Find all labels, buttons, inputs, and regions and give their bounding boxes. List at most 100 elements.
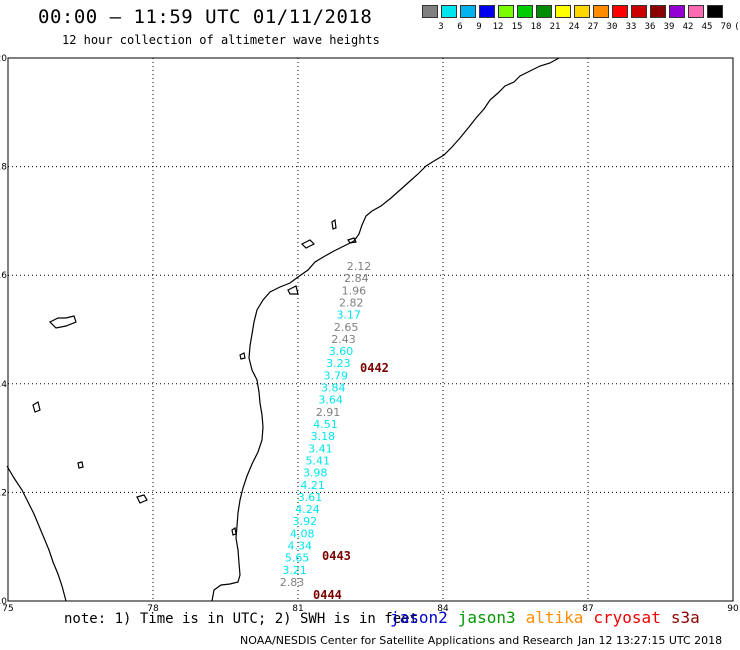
coastline [6, 57, 560, 602]
legend-swatch [650, 5, 666, 18]
wave-height-value: 5.65 [285, 552, 310, 565]
map-subtitle: 12 hour collection of altimeter wave hei… [62, 33, 380, 47]
legend-swatch [498, 5, 514, 18]
legend-label: 21 [549, 22, 561, 32]
wave-height-value: 2.91 [316, 406, 341, 419]
lat-tick-label: 14 [0, 380, 7, 390]
wave-height-value: 3.84 [321, 382, 346, 395]
wave-height-value: 3.21 [282, 564, 307, 577]
satellite-label-jason3: jason3 [457, 608, 516, 627]
wave-height-value: 2.43 [331, 333, 356, 346]
island-small-8 [231, 526, 237, 536]
legend-label: (ft) [734, 22, 740, 32]
legend-label: 3 [438, 22, 444, 32]
island-small-1 [300, 239, 316, 249]
wave-height-value: 3.79 [324, 369, 349, 382]
legend-swatch [441, 5, 457, 18]
wave-height-value: 3.18 [311, 430, 336, 443]
legend-label: 15 [511, 22, 523, 32]
wave-height-value: 3.23 [326, 357, 351, 370]
lon-tick-label: 87 [582, 604, 593, 614]
legend-label: 12 [492, 22, 504, 32]
island-small-5 [287, 285, 299, 295]
legend-swatch [593, 5, 609, 18]
satellite-label-altika: altika [525, 608, 584, 627]
lat-lon-grid [7, 57, 734, 602]
wave-height-value: 1.96 [342, 284, 367, 297]
legend-swatch [460, 5, 476, 18]
axis-tick-labels: 75 78 81 84 87 90 20 18 16 14 12 10 [0, 54, 739, 614]
island-small-6 [331, 218, 337, 230]
legend-swatch [669, 5, 685, 18]
lon-tick-label: 75 [2, 604, 13, 614]
legend-label: 18 [530, 22, 542, 32]
satellite-label-jason2: jason2 [390, 608, 448, 627]
wave-height-value: 2.83 [280, 576, 305, 589]
wave-height-value: 2.12 [347, 260, 372, 273]
lat-tick-label: 16 [0, 271, 7, 281]
legend-swatch [707, 5, 723, 18]
wave-height-value: 3.98 [303, 467, 328, 480]
wave-height-value: 3.60 [329, 345, 354, 358]
satellite-label-s3a: s3a [670, 608, 700, 627]
lon-tick-label: 84 [437, 604, 449, 614]
legend-label: 24 [568, 22, 580, 32]
wave-height-value: 5.41 [306, 454, 331, 467]
map-frame [7, 57, 734, 602]
wave-height-value: 4.24 [295, 503, 320, 516]
generation-timestamp: Jan 12 13:27:15 UTC 2018 [578, 634, 723, 647]
legend-swatch [479, 5, 495, 18]
legend-swatch [536, 5, 552, 18]
lon-tick-label: 90 [727, 604, 739, 614]
legend-swatch [631, 5, 647, 18]
lon-tick-label: 78 [147, 604, 159, 614]
wave-height-value: 4.21 [300, 479, 325, 492]
coastline-west [6, 465, 67, 602]
legend-label: 30 [606, 22, 618, 32]
lat-tick-label: 10 [0, 597, 7, 607]
legend-label: 6 [457, 22, 463, 32]
island-small-9 [77, 461, 84, 469]
wave-height-value: 4.08 [290, 527, 315, 540]
legend-label: 45 [701, 22, 713, 32]
wave-height-value: 4.51 [313, 418, 338, 431]
pass-time-label: 0443 [322, 549, 351, 563]
legend-swatch [517, 5, 533, 18]
island-small-7 [239, 352, 246, 360]
lon-tick-label: 81 [292, 604, 303, 614]
lat-tick-label: 18 [0, 163, 7, 173]
credit-line: NOAA/NESDIS Center for Satellite Applica… [240, 634, 574, 647]
island-small-3 [136, 494, 148, 504]
legend-swatch [574, 5, 590, 18]
satellite-legend: jason2 jason3 altika cryosat s3a [390, 608, 710, 627]
legend-swatch [555, 5, 571, 18]
legend-label: 39 [663, 22, 675, 32]
legend-label: 27 [587, 22, 599, 32]
wave-height-value: 3.41 [308, 442, 333, 455]
legend-label: 33 [625, 22, 637, 32]
wave-height-track: 2.122.841.962.823.172.652.433.603.233.79… [280, 260, 372, 589]
legend-label: 36 [644, 22, 656, 32]
wave-height-value: 2.82 [339, 296, 364, 309]
pass-time-label: 0444 [313, 588, 342, 602]
wave-height-value: 3.17 [336, 309, 361, 322]
wave-height-value: 4.34 [287, 540, 312, 553]
wave-height-value: 2.65 [334, 321, 359, 334]
coastline-main [211, 57, 560, 602]
legend-swatch [688, 5, 704, 18]
legend-swatch [422, 5, 438, 18]
lat-tick-label: 12 [0, 488, 7, 498]
wave-height-value: 2.84 [344, 272, 369, 285]
island-large [48, 315, 77, 329]
legend-label: 70 [720, 22, 732, 32]
legend-label: 42 [682, 22, 694, 32]
footer-note: note: 1) Time is in UTC; 2) SWH is in fe… [64, 611, 419, 627]
pass-time-label: 0442 [360, 361, 389, 375]
wave-height-value: 3.92 [293, 515, 318, 528]
map-title: 00:00 – 11:59 UTC 01/11/2018 [38, 6, 373, 28]
island-small-4 [347, 237, 357, 244]
lat-tick-label: 20 [0, 54, 7, 64]
legend-label: 9 [476, 22, 482, 32]
pass-time-labels: 0442 0443 0444 [313, 361, 389, 602]
